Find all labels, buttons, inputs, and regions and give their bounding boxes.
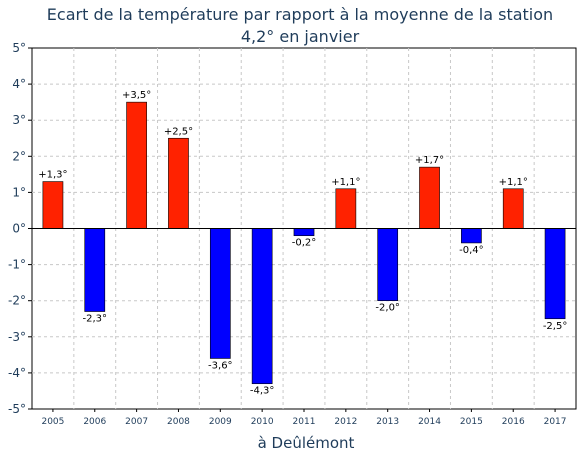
- x-tick-label: 2010: [251, 417, 274, 427]
- y-tick-label: 2°: [12, 149, 26, 163]
- bar-2015: [461, 228, 482, 244]
- x-axis-label: à Deûlémont: [258, 434, 355, 452]
- data-label-2013: -2,0°: [375, 303, 400, 314]
- y-tick-label: 3°: [12, 113, 26, 127]
- y-tick-label: -3°: [8, 330, 26, 344]
- data-label-2009: -3,6°: [208, 360, 233, 371]
- data-label-2016: +1,1°: [499, 177, 528, 188]
- x-tick-label: 2007: [125, 417, 148, 427]
- data-label-2011: -0,2°: [292, 238, 317, 249]
- x-tick-label: 2014: [418, 417, 441, 427]
- bar-2010: [251, 228, 273, 385]
- x-tick-label: 2017: [544, 417, 567, 427]
- x-tick-label: 2008: [167, 417, 190, 427]
- x-tick-label: 2012: [334, 417, 357, 427]
- data-label-2010: -4,3°: [250, 386, 275, 397]
- x-tick-label: 2016: [502, 417, 525, 427]
- bar-2017: [544, 228, 566, 320]
- data-label-2012: +1,1°: [331, 177, 360, 188]
- x-tick-label: 2011: [293, 417, 316, 427]
- y-tick-label: 4°: [12, 77, 26, 91]
- x-tick-label: 2009: [209, 417, 232, 427]
- bar-2012: [335, 188, 357, 229]
- x-tick-label: 2005: [41, 417, 64, 427]
- x-tick-label: 2013: [376, 417, 399, 427]
- data-label-2005: +1,3°: [38, 170, 67, 181]
- y-tick-label: -4°: [8, 366, 26, 380]
- bar-2009: [209, 228, 231, 359]
- bar-2008: [168, 137, 189, 229]
- bar-2011: [293, 228, 315, 237]
- axes: [28, 47, 576, 412]
- bar-2007: [126, 101, 147, 229]
- bar-2006: [84, 228, 106, 312]
- y-tick-label: -1°: [8, 258, 26, 272]
- bar-2013: [377, 228, 399, 301]
- data-label-2008: +2,5°: [164, 126, 193, 137]
- y-tick-label: -2°: [8, 294, 26, 308]
- x-tick-label: 2006: [83, 417, 106, 427]
- labels: 5° 4° 3° 2° 1° 0° -1° -2° -3° -4° -5° 2005 2006 2007 2…: [8, 41, 567, 427]
- y-tick-label: -5°: [8, 402, 26, 416]
- data-label-2006: -2,3°: [83, 314, 108, 325]
- chart-title-line-2: 4,2° en janvier: [241, 27, 360, 46]
- data-label-2014: +1,7°: [415, 155, 444, 166]
- y-tick-label: 5°: [12, 41, 26, 55]
- bars: [42, 101, 566, 385]
- bar-2016: [502, 188, 524, 229]
- data-label-2007: +3,5°: [122, 90, 151, 101]
- data-label-2015: -0,4°: [459, 245, 484, 256]
- y-tick-label: 1°: [12, 185, 26, 199]
- data-label-2017: -2,5°: [543, 321, 568, 332]
- x-tick-label: 2015: [460, 417, 483, 427]
- chart-title-line-1: Ecart de la température par rapport à la…: [47, 5, 553, 24]
- y-tick-label: 0°: [12, 222, 26, 236]
- bar-2005: [42, 181, 64, 229]
- bar-2014: [419, 166, 440, 229]
